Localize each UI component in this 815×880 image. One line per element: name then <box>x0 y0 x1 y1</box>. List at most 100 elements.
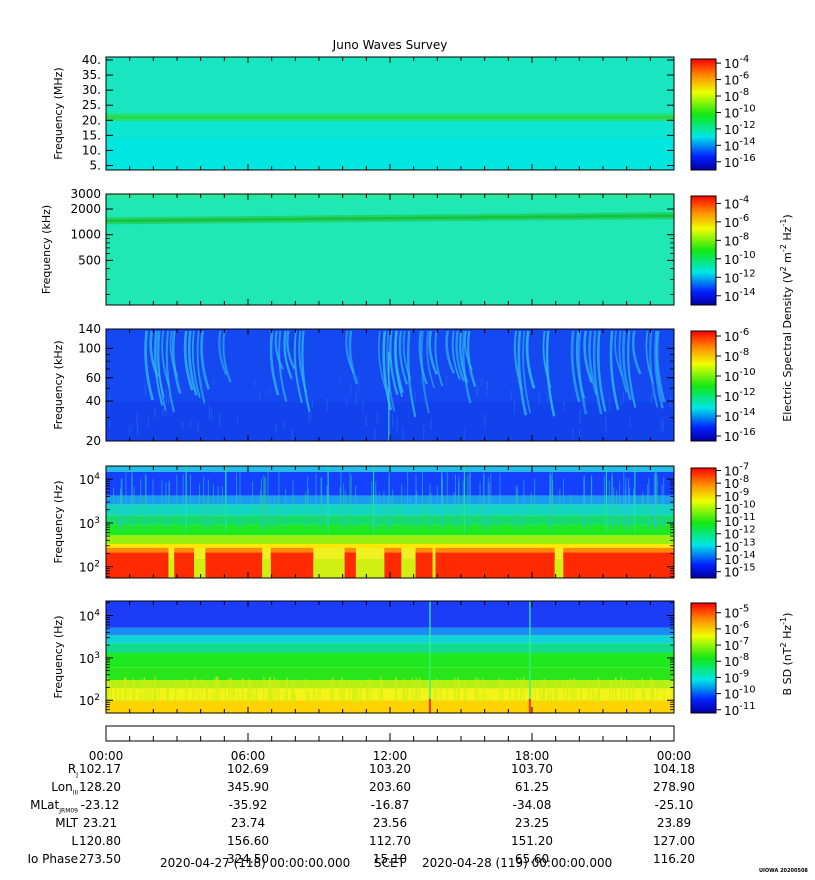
ytick-label: 140 <box>78 322 101 336</box>
panel-lfr-khz: 140 100 60 40 20 Frequency (kHz) <box>52 322 675 448</box>
ephemeris-label: Io Phase <box>27 852 78 866</box>
colorbar-ramp <box>690 330 717 442</box>
footer-end-time: 2020-04-28 (119) 00:00:00.000 <box>422 856 613 870</box>
ephemeris-label-text: MLat <box>30 798 60 812</box>
ytick-label: 40 <box>86 394 101 408</box>
panel-lfr-hz: 104 103 102 Frequency (Hz) <box>52 465 675 579</box>
y-axis-label: Frequency (kHz) <box>40 205 53 294</box>
ephemeris-value: -34.08 <box>512 798 552 812</box>
footer-scet-label: SCET <box>374 856 405 870</box>
ytick-label: 500 <box>78 253 101 267</box>
ephemeris-value: 324.50 <box>227 852 269 866</box>
spectrogram-lfr-khz <box>106 329 674 441</box>
ytick-label: 25. <box>82 98 101 112</box>
ephemeris-value: -23.12 <box>80 798 120 812</box>
magnetic-colorbar-title: B SD (nT2 Hz-1) <box>779 613 794 696</box>
colorbar-ramp <box>690 467 717 579</box>
colorbar-tick-label: 10-8 <box>724 87 749 104</box>
ephemeris-value: 23.74 <box>230 816 266 830</box>
ephemeris-value: 120.80 <box>79 834 121 848</box>
colorbar-lfr-hz: 10-710-810-910-1010-1110-1210-1310-1410-… <box>690 462 756 580</box>
ephemeris-label-text: MLT <box>55 816 78 830</box>
colorbar-tick-label: 10-4 <box>724 54 749 71</box>
colorbar-tick-label: 10-11 <box>724 701 756 718</box>
colorbar-tick-label: 10-12 <box>724 268 756 285</box>
ytick-label: 20. <box>82 113 101 127</box>
ytick-label: 3000 <box>70 187 101 201</box>
ytick-label: 103 <box>79 516 100 531</box>
ephemeris-label: L <box>71 834 78 848</box>
time-tick-label: 00:00 <box>657 749 692 763</box>
ephemeris-value: 23.21 <box>82 816 118 830</box>
ephemeris-value: 278.90 <box>653 780 695 794</box>
credit-label: UIOWA 20200508 <box>759 868 808 874</box>
ephemeris-value: -16.87 <box>370 798 410 812</box>
ephemeris-value: 23.89 <box>656 816 692 830</box>
ephemeris-value: -35.92 <box>228 798 268 812</box>
time-tick-label: 06:00 <box>231 749 266 763</box>
ephemeris-value: 116.20 <box>653 852 695 866</box>
ytick-label: 10. <box>82 143 101 157</box>
ephemeris-value: 103.20 <box>369 762 411 776</box>
ephemeris-label-text: L <box>71 834 78 848</box>
ephemeris-value: 203.60 <box>369 780 411 794</box>
colorbar-tick-label: 10-10 <box>724 367 756 384</box>
colorbar-tick-label: 10-10 <box>724 685 756 702</box>
ephemeris-value: 15.10 <box>372 852 408 866</box>
spectrogram-bsd-hz <box>106 601 674 713</box>
ephemeris-label-subscript: J <box>76 771 78 779</box>
ephemeris-label-text: R <box>67 762 77 776</box>
ephemeris-label: RJ <box>68 762 78 778</box>
ephemeris-label-text: Io Phase <box>27 852 78 866</box>
ephemeris-label: LonIII <box>51 780 78 796</box>
ytick-label: 103 <box>79 651 100 666</box>
y-axis-label: Frequency (Hz) <box>52 616 65 699</box>
colorbar-tick-label: 10-6 <box>724 71 749 88</box>
ytick-label: 30. <box>82 83 101 97</box>
ephemeris-value: 61.25 <box>514 780 550 794</box>
spectrogram-panels: 5.10.15.20.25.30.35.40. Frequency (MHz) 30… <box>40 53 675 714</box>
colorbar-ramp <box>690 58 717 171</box>
footer-start-time: 2020-04-27 (118) 00:00:00.000 <box>160 856 351 870</box>
colorbar-tick-label: 10-5 <box>724 604 749 621</box>
ephemeris-value: 23.25 <box>514 816 550 830</box>
time-tick-label: 00:00 <box>89 749 124 763</box>
spectrogram-lfr-hz <box>106 466 674 578</box>
ytick-label: 60 <box>86 371 101 385</box>
ephemeris-value: 112.70 <box>369 834 411 848</box>
colorbar-tick-label: 10-7 <box>724 636 749 653</box>
colorbar-tick-label: 10-16 <box>724 153 756 170</box>
colorbar-tick-label: 10-14 <box>724 407 756 424</box>
y-axis-label: Frequency (Hz) <box>52 481 65 564</box>
ytick-label: 20 <box>86 434 101 448</box>
y-axis-label: Frequency (MHz) <box>52 67 65 159</box>
ephemeris-value: 103.70 <box>511 762 553 776</box>
ytick-label: 104 <box>79 609 100 624</box>
ytick-label: 100 <box>78 341 101 355</box>
ephemeris-value: 273.50 <box>79 852 121 866</box>
ytick-label: 35. <box>82 68 101 82</box>
colorbar-tick-label: 10-8 <box>724 231 749 248</box>
ephemeris-value: 127.00 <box>653 834 695 848</box>
ephemeris-value: -25.10 <box>654 798 694 812</box>
ytick-label: 2000 <box>70 202 101 216</box>
colorbar-tick-label: 10-14 <box>724 287 756 304</box>
ephemeris-value: 102.69 <box>227 762 269 776</box>
ephemeris-label-text: Lon <box>51 780 73 794</box>
colorbar-tick-label: 10-15 <box>724 563 756 580</box>
colorbar-tick-label: 10-6 <box>724 213 749 230</box>
colorbar-tick-label: 10-8 <box>724 347 749 364</box>
ephemeris-value: 128.20 <box>79 780 121 794</box>
ytick-label: 15. <box>82 128 101 142</box>
spectrogram-hfr-mhz <box>106 57 674 170</box>
ytick-label: 1000 <box>70 228 101 242</box>
ephemeris-label-subscript: JRM09 <box>59 807 78 815</box>
colorbar-tick-label: 10-8 <box>724 652 749 669</box>
colorbar-tick-label: 10-9 <box>724 668 749 685</box>
colorbar-tick-label: 10-12 <box>724 387 756 404</box>
colorbar-tick-label: 10-16 <box>724 427 756 444</box>
ytick-label: 104 <box>79 472 100 487</box>
colorbar-tick-label: 10-14 <box>724 136 756 153</box>
